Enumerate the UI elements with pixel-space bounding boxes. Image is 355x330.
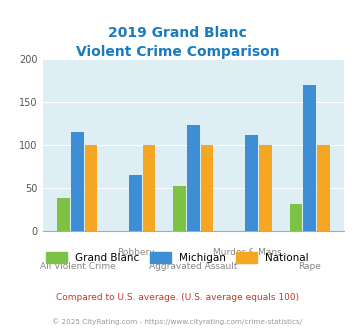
Text: Aggravated Assault: Aggravated Assault bbox=[149, 262, 238, 271]
Bar bbox=[187, 125, 200, 231]
Bar bbox=[317, 145, 329, 231]
Bar bbox=[245, 135, 258, 231]
Text: Robbery: Robbery bbox=[117, 248, 154, 257]
Bar bbox=[201, 145, 213, 231]
Bar bbox=[303, 85, 316, 231]
Text: Rape: Rape bbox=[298, 262, 321, 271]
Legend: Grand Blanc, Michigan, National: Grand Blanc, Michigan, National bbox=[42, 248, 313, 267]
Bar bbox=[174, 186, 186, 231]
Text: All Violent Crime: All Violent Crime bbox=[39, 262, 115, 271]
Text: Compared to U.S. average. (U.S. average equals 100): Compared to U.S. average. (U.S. average … bbox=[56, 292, 299, 302]
Bar bbox=[259, 145, 272, 231]
Text: 2019 Grand Blanc: 2019 Grand Blanc bbox=[108, 26, 247, 40]
Text: Violent Crime Comparison: Violent Crime Comparison bbox=[76, 46, 279, 59]
Text: © 2025 CityRating.com - https://www.cityrating.com/crime-statistics/: © 2025 CityRating.com - https://www.city… bbox=[53, 318, 302, 325]
Bar bbox=[85, 145, 97, 231]
Text: Murder & Mans...: Murder & Mans... bbox=[213, 248, 290, 257]
Bar bbox=[290, 204, 302, 231]
Bar bbox=[71, 132, 84, 231]
Bar bbox=[58, 198, 70, 231]
Bar bbox=[129, 175, 142, 231]
Bar bbox=[143, 145, 155, 231]
